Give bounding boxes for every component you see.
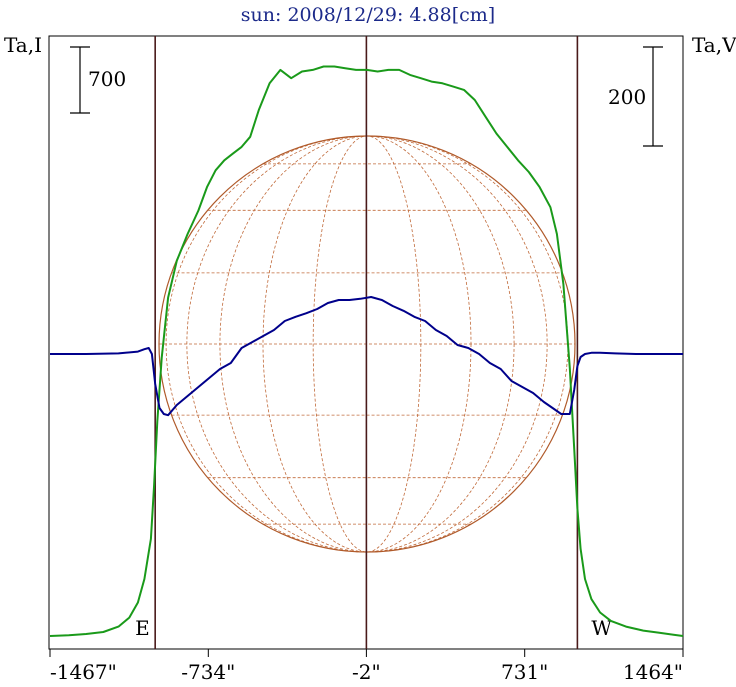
right-scale-bar: 200 — [608, 46, 663, 147]
right-scale-bar-label: 200 — [608, 85, 646, 109]
left-scale-bar-label: 700 — [88, 67, 126, 91]
limb-label-e: E — [135, 616, 150, 640]
series-layer — [49, 65, 684, 637]
x-tick-label: -2" — [352, 660, 381, 684]
left-scale-bar: 700 — [70, 46, 126, 114]
limb-label-w: W — [591, 616, 612, 640]
chart-title: sun: 2008/12/29: 4.88[cm] — [241, 4, 495, 26]
series-line-green — [49, 65, 684, 637]
x-axis: -1467" -734" -2" 731" 1464" — [49, 649, 684, 684]
x-tick-label: 731" — [501, 660, 548, 684]
x-tick-label: 1464" — [623, 660, 683, 684]
x-tick-label: -1467" — [50, 660, 117, 684]
right-axis-label: Ta,V — [692, 33, 736, 57]
left-axis-label: Ta,I — [4, 33, 42, 57]
x-tick-label: -734" — [181, 660, 235, 684]
series-line-blue — [50, 296, 683, 417]
